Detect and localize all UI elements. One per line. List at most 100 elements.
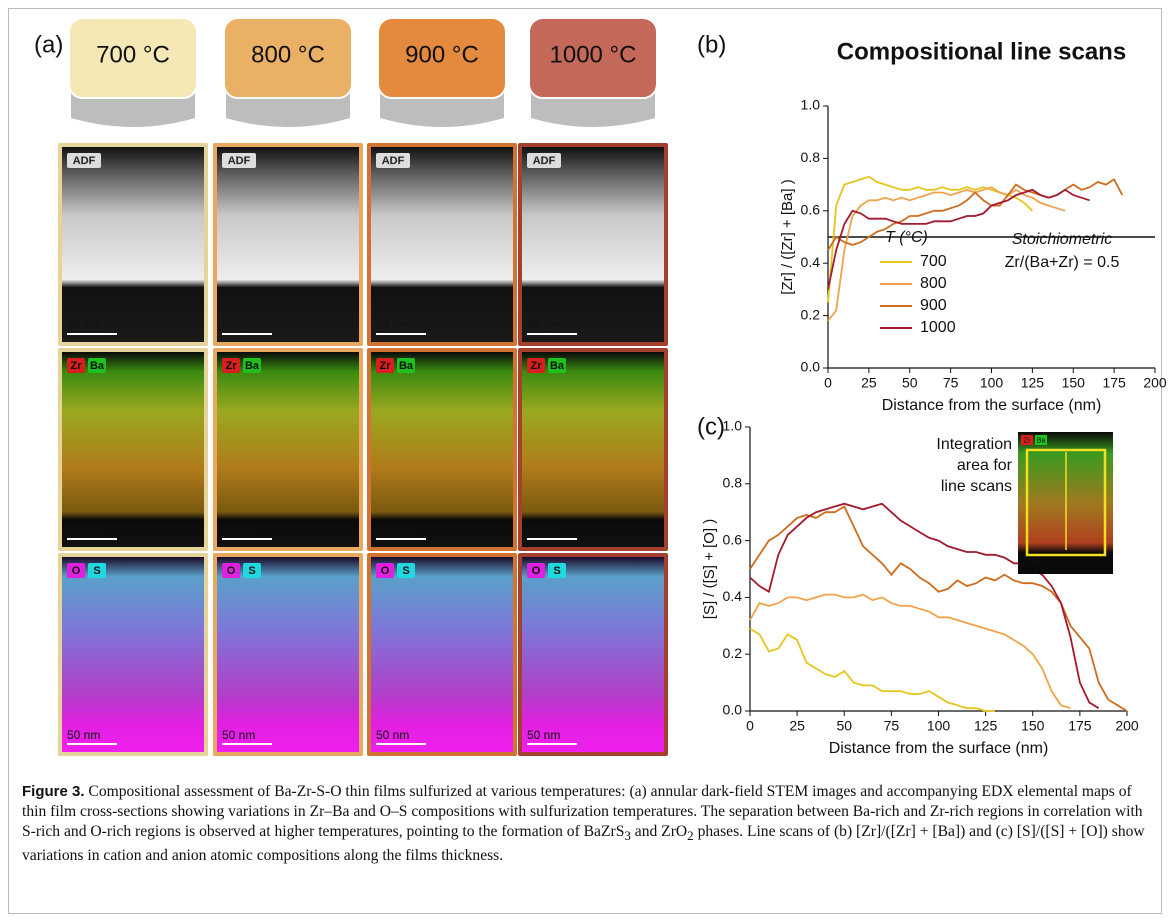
scale-bar-label: 50 nm bbox=[67, 728, 100, 742]
scale-bar-label: 50 nm bbox=[376, 523, 409, 537]
annotation: Zr/(Ba+Zr) = 0.5 bbox=[1005, 254, 1120, 271]
integration-area bbox=[1025, 448, 1107, 557]
annotation: area for bbox=[957, 457, 1013, 474]
x-tick-label: 0 bbox=[824, 375, 832, 391]
element-tag bbox=[67, 563, 85, 578]
y-axis-label: [S] / ([S] + [O] ) bbox=[701, 519, 718, 619]
element-tag-label: S bbox=[248, 565, 255, 577]
element-tag-label: Ba bbox=[399, 360, 414, 372]
element-tag bbox=[222, 563, 240, 578]
legend-label: 900 bbox=[920, 297, 947, 314]
x-tick-label: 0 bbox=[746, 718, 754, 734]
annotation: Stoichiometric bbox=[1012, 231, 1112, 248]
x-tick-label: 200 bbox=[1115, 718, 1139, 734]
y-tick-label: 1.0 bbox=[801, 97, 821, 113]
tile bbox=[68, 17, 198, 99]
element-tag bbox=[67, 153, 101, 168]
map-image bbox=[217, 557, 359, 752]
element-tag-label: S bbox=[553, 565, 560, 577]
scale-bar-label: 50 nm bbox=[1021, 558, 1044, 567]
y-tick-label: 1.0 bbox=[723, 418, 743, 434]
element-tag bbox=[376, 358, 394, 373]
caption-text: Compositional assessment of Ba-Zr-S-O th… bbox=[22, 783, 1143, 840]
x-tick-label: 75 bbox=[884, 718, 900, 734]
chart-title: Compositional line scans bbox=[837, 38, 1126, 65]
element-tag-label: Zr bbox=[531, 360, 543, 372]
element-tag bbox=[243, 563, 261, 578]
x-tick-label: 75 bbox=[943, 375, 959, 391]
map-image bbox=[62, 147, 204, 342]
scale-bar-label: 50 nm bbox=[376, 318, 409, 332]
y-tick-label: 0.4 bbox=[801, 254, 821, 270]
element-tag bbox=[527, 563, 545, 578]
x-tick-label: 100 bbox=[927, 718, 951, 734]
element-tag-label: Ba bbox=[550, 360, 565, 372]
data-line bbox=[749, 505, 1128, 712]
element-tag-label: ADF bbox=[228, 155, 251, 167]
caption-text: phases. Line scans of (b) [Zr]/([Zr] + [… bbox=[22, 823, 1145, 865]
element-tag bbox=[397, 358, 415, 373]
y-tick-label: 0.2 bbox=[723, 645, 743, 661]
x-tick-label: 150 bbox=[1062, 375, 1086, 391]
scale-bar-label: 50 nm bbox=[376, 728, 409, 742]
element-tag bbox=[88, 563, 106, 578]
data-line bbox=[827, 188, 1090, 290]
caption-text: and ZrO bbox=[630, 823, 688, 840]
annotation: line scans bbox=[941, 478, 1012, 495]
temperature-label: 1000 °C bbox=[550, 41, 637, 68]
figure-frame bbox=[8, 8, 1162, 914]
element-tag-label: O bbox=[532, 565, 541, 577]
scale-bar-label: 50 nm bbox=[527, 318, 560, 332]
scale-bar-label: 50 nm bbox=[222, 523, 255, 537]
scale-bar-label: 50 nm bbox=[527, 728, 560, 742]
element-tag bbox=[1035, 435, 1047, 445]
panel-label: (a) bbox=[34, 31, 63, 58]
element-tag-label: Ba bbox=[1037, 437, 1046, 444]
scale-bar-label: 50 nm bbox=[222, 318, 255, 332]
element-tag-label: Ba bbox=[90, 360, 105, 372]
x-tick-label: 50 bbox=[836, 718, 852, 734]
element-tag bbox=[243, 358, 261, 373]
x-axis-label: Distance from the surface (nm) bbox=[829, 740, 1049, 757]
y-tick-label: 0.0 bbox=[723, 702, 743, 718]
data-line bbox=[827, 186, 1066, 322]
element-tag bbox=[397, 563, 415, 578]
element-tag bbox=[548, 563, 566, 578]
data-line bbox=[749, 593, 1071, 710]
temperature-label: 900 °C bbox=[405, 41, 479, 68]
element-tag-label: O bbox=[72, 565, 81, 577]
element-tag bbox=[222, 358, 240, 373]
x-tick-label: 175 bbox=[1102, 375, 1126, 391]
map-image bbox=[522, 557, 664, 752]
annotation: Integration bbox=[936, 436, 1012, 453]
y-tick-label: 0.8 bbox=[723, 475, 743, 491]
y-tick-label: 0.6 bbox=[801, 202, 821, 218]
element-tag-label: Ba bbox=[245, 360, 260, 372]
x-tick-label: 200 bbox=[1143, 375, 1167, 391]
element-tag-label: ADF bbox=[382, 155, 405, 167]
x-tick-label: 175 bbox=[1068, 718, 1092, 734]
scale-bar-label: 50 nm bbox=[67, 523, 100, 537]
legend-label: 800 bbox=[920, 275, 947, 292]
data-line bbox=[749, 627, 995, 712]
element-tag-label: Zr bbox=[226, 360, 238, 372]
tile bbox=[528, 17, 658, 99]
scale-bar-label: 50 nm bbox=[67, 318, 100, 332]
element-tag bbox=[548, 358, 566, 373]
map-image bbox=[217, 352, 359, 547]
caption-subscript: 3 bbox=[624, 828, 631, 844]
y-tick-label: 0.6 bbox=[723, 531, 743, 547]
map-image bbox=[62, 352, 204, 547]
element-tag-label: Zr bbox=[71, 360, 83, 372]
map-image bbox=[522, 147, 664, 342]
element-tag-label: Zr bbox=[380, 360, 392, 372]
x-tick-label: 125 bbox=[974, 718, 998, 734]
map-image bbox=[371, 147, 513, 342]
element-tag bbox=[376, 563, 394, 578]
x-tick-label: 25 bbox=[789, 718, 805, 734]
element-tag-label: S bbox=[93, 565, 100, 577]
data-line bbox=[827, 178, 1124, 251]
element-tag bbox=[88, 358, 106, 373]
